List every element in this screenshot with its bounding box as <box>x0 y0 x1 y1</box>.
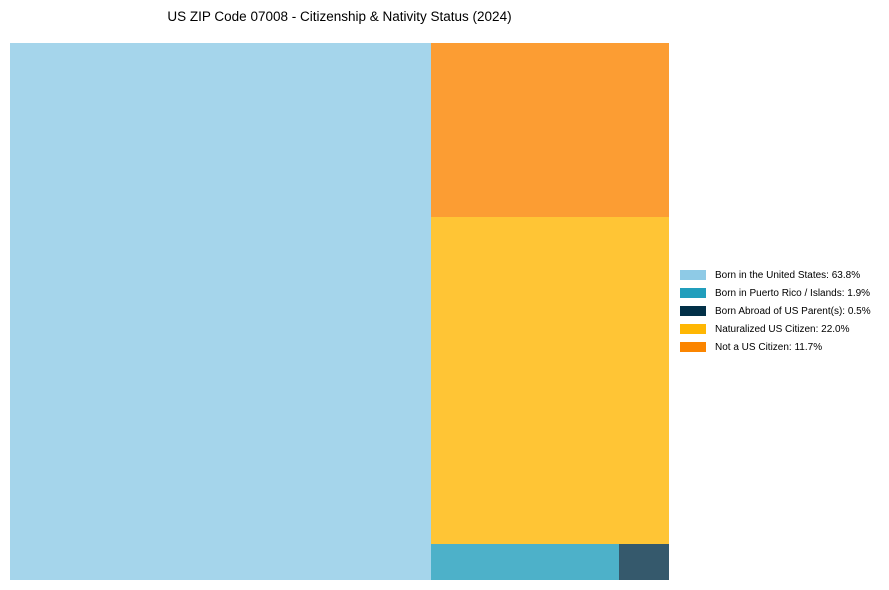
legend-item-not-a-citizen: Not a US Citizen: 11.7% <box>680 338 871 356</box>
legend-swatch <box>680 342 706 352</box>
legend-item-born-in-puerto-rico: Born in Puerto Rico / Islands: 1.9% <box>680 284 871 302</box>
legend-label: Born Abroad of US Parent(s): 0.5% <box>715 305 871 317</box>
legend-item-born-abroad-us-parents: Born Abroad of US Parent(s): 0.5% <box>680 302 871 320</box>
legend-swatch <box>680 324 706 334</box>
legend-item-born-in-us: Born in the United States: 63.8% <box>680 266 871 284</box>
tile-born-abroad-us-parents <box>619 544 669 580</box>
legend: Born in the United States: 63.8% Born in… <box>680 266 871 356</box>
treemap-plot-area <box>10 43 669 580</box>
legend-label: Not a US Citizen: 11.7% <box>715 341 823 353</box>
tile-naturalized-citizen <box>430 217 669 545</box>
legend-item-naturalized-citizen: Naturalized US Citizen: 22.0% <box>680 320 871 338</box>
legend-swatch <box>680 270 706 280</box>
tile-born-in-puerto-rico <box>430 544 620 580</box>
chart-title: US ZIP Code 07008 - Citizenship & Nativi… <box>167 9 512 24</box>
legend-label: Born in the United States: 63.8% <box>715 269 861 281</box>
legend-swatch <box>680 288 706 298</box>
tile-not-a-citizen <box>430 43 669 218</box>
legend-label: Born in Puerto Rico / Islands: 1.9% <box>715 287 871 299</box>
legend-label: Naturalized US Citizen: 22.0% <box>715 323 850 335</box>
tile-born-in-us <box>10 43 431 580</box>
legend-swatch <box>680 306 706 316</box>
